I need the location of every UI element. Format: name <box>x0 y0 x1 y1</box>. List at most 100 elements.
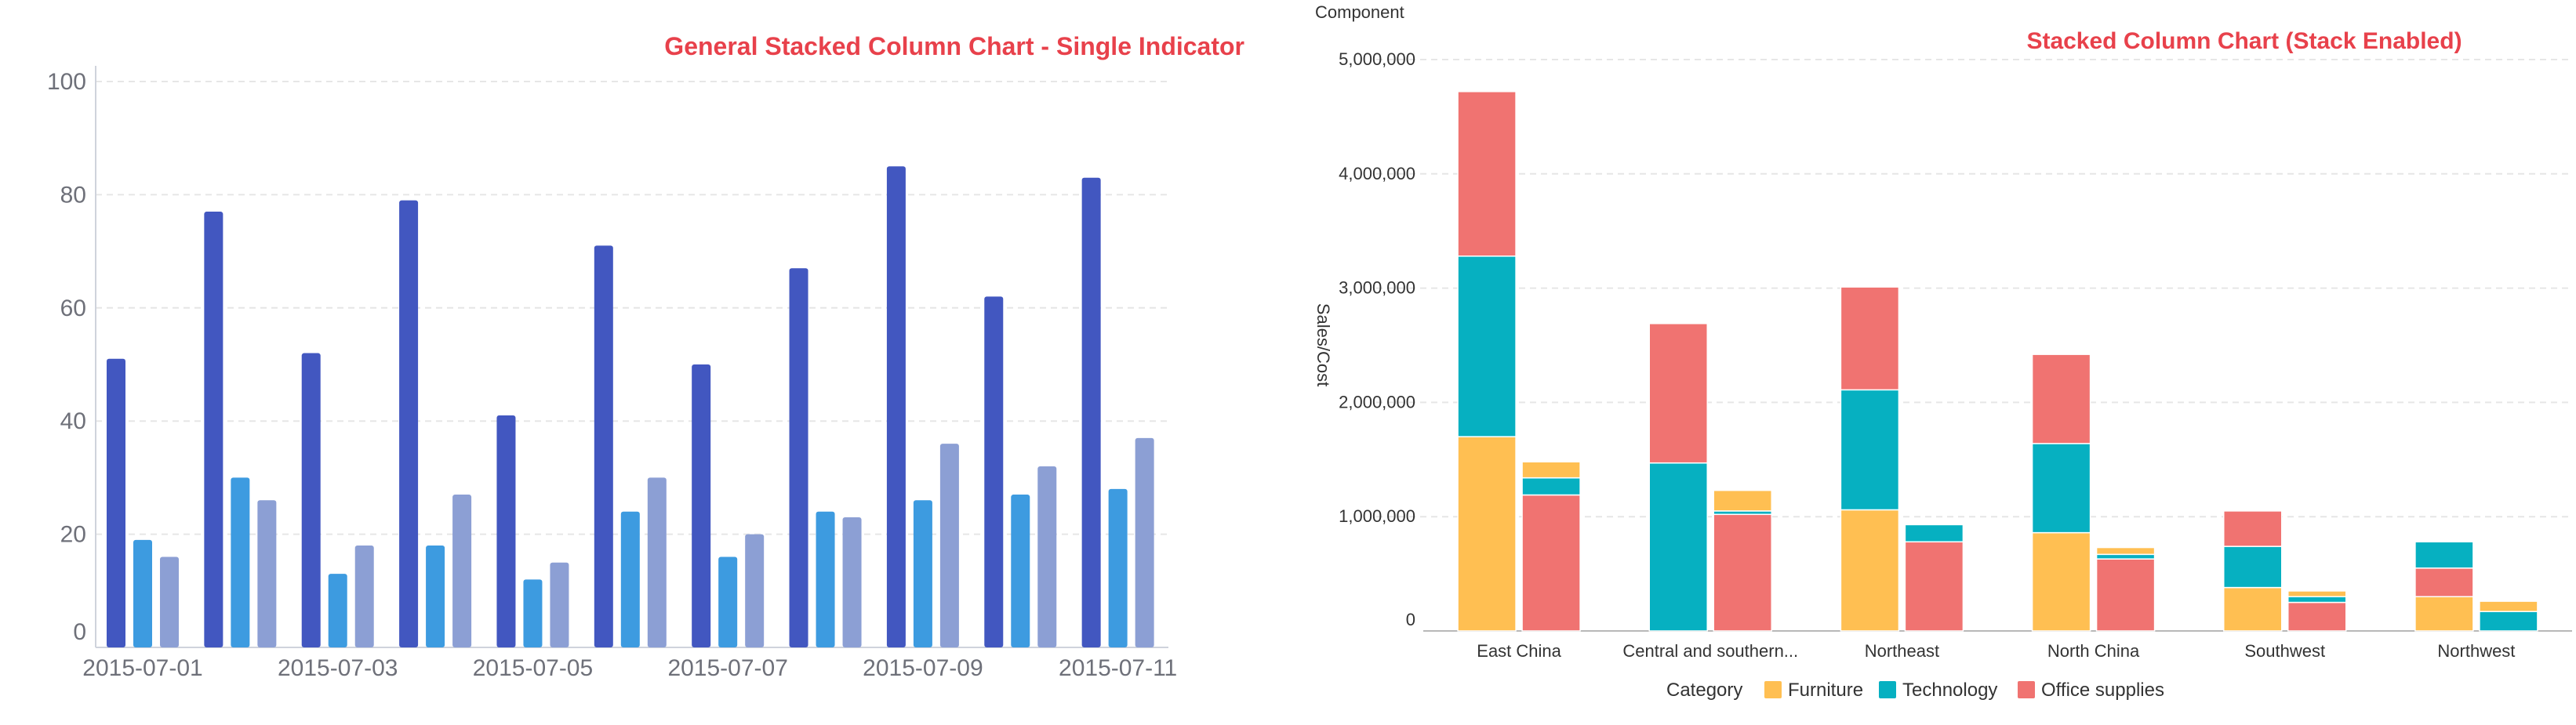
bar-series-2 <box>620 511 640 647</box>
bar-furniture-cost <box>2095 546 2156 556</box>
bar-technology-cost <box>1904 524 1964 543</box>
bar-series-2 <box>1108 488 1128 647</box>
bar-series-2 <box>426 546 445 647</box>
bar-series-3 <box>745 534 765 647</box>
bar-series-1 <box>204 212 223 647</box>
bar-office-supplies-sales <box>1840 286 1900 391</box>
bar-series-3 <box>160 556 179 647</box>
bar-furniture-sales <box>1457 436 1517 632</box>
bar-furniture-cost <box>2287 590 2347 598</box>
x-tick-label: Northeast <box>1865 641 1939 661</box>
chart-title: General Stacked Column Chart - Single In… <box>664 32 1244 60</box>
y-tick-label: 4,000,000 <box>1339 164 1415 183</box>
bar-technology-sales <box>1840 389 1900 511</box>
legend-swatch <box>1764 681 1782 698</box>
bar-series-2 <box>523 579 543 647</box>
chart-subtitle: Component <box>1315 2 1404 22</box>
bar-series-3 <box>354 546 374 647</box>
bar-series-3 <box>842 517 862 647</box>
bar-office-supplies-sales <box>2414 567 2474 598</box>
bar-series-2 <box>718 556 738 647</box>
y-tick-label: 80 <box>60 182 86 208</box>
chart-title: Stacked Column Chart (Stack Enabled) <box>2026 28 2462 54</box>
bar-series-1 <box>399 200 419 647</box>
legend-label: Technology <box>1902 680 1997 701</box>
y-tick-label: 3,000,000 <box>1339 278 1415 298</box>
bar-series-1 <box>789 268 808 647</box>
x-tick-label: Northwest <box>2437 641 2515 661</box>
bar-series-1 <box>301 353 321 647</box>
x-tick-label: 2015-07-01 <box>82 655 202 681</box>
bar-technology-sales <box>2414 541 2474 569</box>
x-tick-label: East China <box>1477 641 1561 661</box>
bar-technology-sales <box>1648 462 1708 632</box>
bar-series-2 <box>1011 495 1030 647</box>
bar-office-supplies-cost <box>1713 513 1772 632</box>
y-tick-label: 60 <box>60 295 86 321</box>
x-tick-label: 2015-07-05 <box>473 655 593 681</box>
right-chart-svg: Component Stacked Column Chart (Stack Ena… <box>1313 2 2572 701</box>
bar-series-2 <box>816 511 835 647</box>
bar-technology-cost <box>2095 553 2156 560</box>
bar-series-2 <box>913 500 932 647</box>
legend-swatch <box>1879 681 1896 698</box>
y-axis-title: Sales/Cost <box>1313 303 1333 386</box>
bar-office-supplies-cost <box>2095 558 2156 632</box>
y-tick-label: 5,000,000 <box>1339 49 1415 69</box>
y-tick-label: 20 <box>60 522 86 548</box>
x-tick-label: 2015-07-11 <box>1059 655 1177 681</box>
bar-furniture-sales <box>2031 531 2091 632</box>
bar-series-2 <box>133 539 152 647</box>
bar-series-1 <box>984 296 1004 647</box>
bar-furniture-cost <box>1521 461 1581 479</box>
bar-technology-sales <box>1457 256 1517 437</box>
legend-title: Category <box>1666 680 1742 701</box>
bar-series-1 <box>594 245 613 647</box>
x-tick-label: 2015-07-03 <box>278 655 398 681</box>
bar-technology-sales <box>2223 546 2283 589</box>
bar-office-supplies-sales <box>2223 510 2283 547</box>
bar-series-1 <box>107 358 125 647</box>
bar-office-supplies-sales <box>1457 91 1517 257</box>
legend-swatch <box>2018 681 2035 698</box>
bar-series-3 <box>647 477 667 647</box>
y-tick-label: 100 <box>47 69 86 95</box>
legend-label: Furniture <box>1788 680 1863 701</box>
bar-furniture-cost <box>2479 600 2538 612</box>
y-tick-label: 2,000,000 <box>1339 392 1415 411</box>
bar-series-1 <box>692 364 711 647</box>
bar-furniture-sales <box>2414 596 2474 632</box>
bar-series-3 <box>1037 466 1057 647</box>
y-tick-label: 40 <box>60 408 86 434</box>
bar-office-supplies-cost <box>2287 601 2347 632</box>
bar-office-supplies-sales <box>1648 323 1708 464</box>
bar-technology-cost <box>2287 596 2347 604</box>
bar-technology-cost <box>2479 611 2538 632</box>
x-tick-label: Southwest <box>2244 641 2325 661</box>
bar-series-1 <box>1081 177 1101 648</box>
legend-label: Office supplies <box>2041 680 2164 701</box>
y-tick-label: 1,000,000 <box>1339 506 1415 526</box>
x-tick-label: 2015-07-07 <box>667 655 787 681</box>
bar-series-3 <box>257 500 277 647</box>
bar-series-1 <box>886 166 906 648</box>
x-tick-label: 2015-07-09 <box>863 655 983 681</box>
bar-office-supplies-cost <box>1521 494 1581 632</box>
x-tick-label: Central and southern... <box>1622 641 1798 661</box>
y-tick-label: 0 <box>73 619 86 645</box>
bar-furniture-sales <box>1840 509 1900 632</box>
bar-series-2 <box>328 574 347 647</box>
bar-furniture-cost <box>1713 489 1772 512</box>
left-chart-panel: General Stacked Column Chart - Single In… <box>0 0 1286 725</box>
right-chart-panel: Component Stacked Column Chart (Stack Ena… <box>1286 0 2576 725</box>
bar-series-3 <box>452 495 472 647</box>
bar-technology-cost <box>1521 477 1581 496</box>
bar-series-3 <box>939 444 959 647</box>
left-chart-svg: General Stacked Column Chart - Single In… <box>47 32 1244 681</box>
bar-technology-sales <box>2031 443 2091 534</box>
bar-office-supplies-cost <box>1904 541 1964 632</box>
bar-series-1 <box>496 415 516 647</box>
bar-office-supplies-sales <box>2031 353 2091 444</box>
bar-furniture-sales <box>2223 586 2283 632</box>
bar-series-3 <box>1135 437 1154 647</box>
